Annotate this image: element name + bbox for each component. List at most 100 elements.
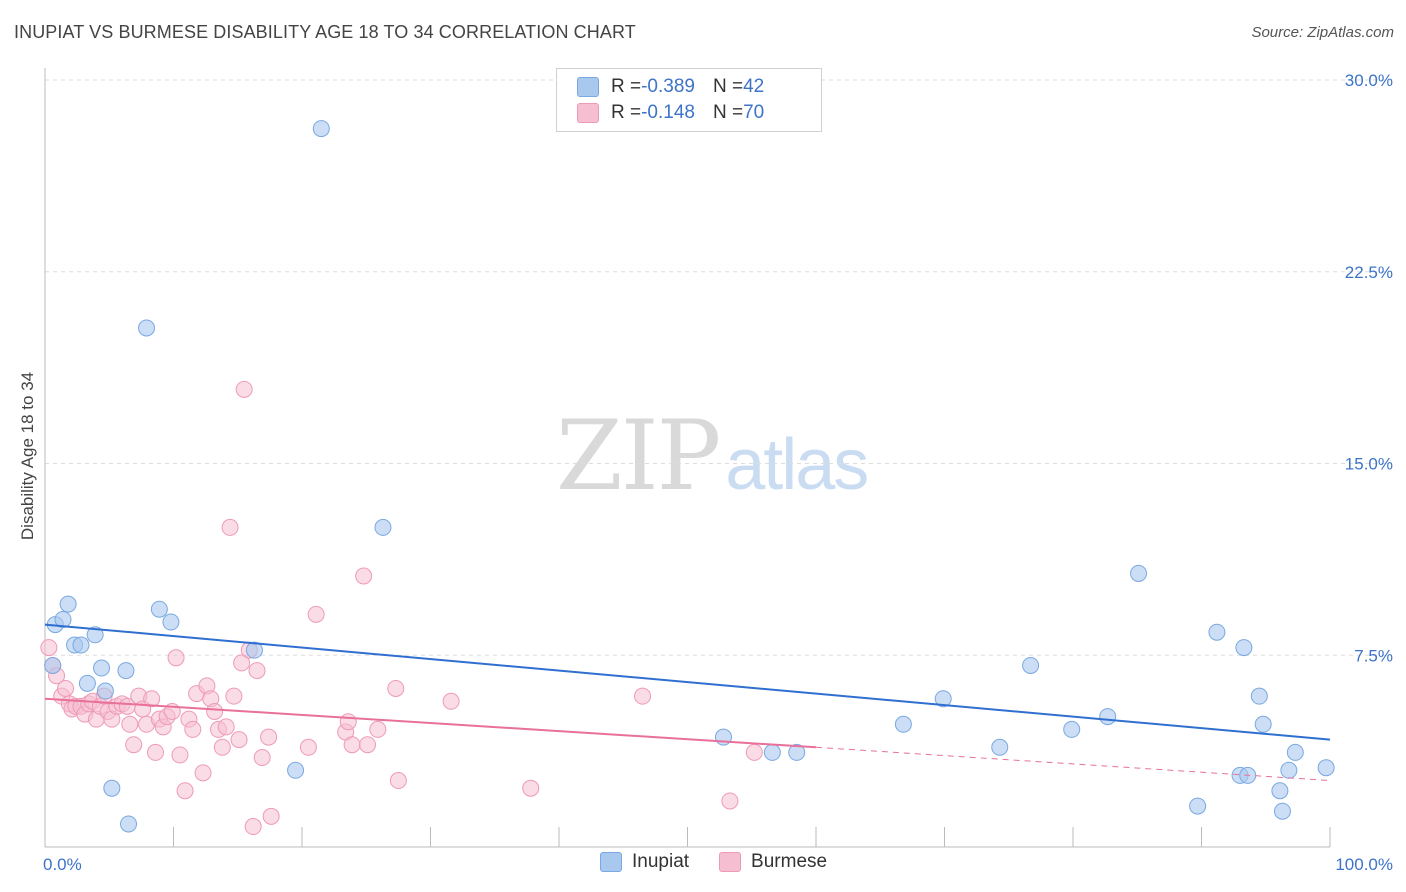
inupiat-point <box>103 779 121 797</box>
inupiat-points <box>44 120 1335 833</box>
burmese-point <box>230 731 248 749</box>
inupiat-point <box>1063 720 1081 738</box>
burmese-point <box>262 807 280 825</box>
inupiat-point <box>150 600 168 618</box>
burmese-points <box>40 380 763 836</box>
burmese-point <box>389 772 407 790</box>
trend-layer <box>44 623 1331 782</box>
watermark-atlas: atlas <box>725 425 869 505</box>
burmese-point <box>217 718 235 736</box>
inupiat-point <box>93 659 111 677</box>
burmese-point <box>299 738 317 756</box>
inupiat-point <box>1317 759 1335 777</box>
burmese-point <box>343 736 361 754</box>
inupiat-point <box>1130 564 1148 582</box>
burmese-point <box>359 736 377 754</box>
grid-layer <box>45 79 1392 656</box>
burmese-point <box>125 736 143 754</box>
inupiat-point <box>1271 782 1289 800</box>
inupiat-point <box>374 518 392 536</box>
legend-n-value: 42 <box>743 76 765 97</box>
inupiat-point <box>991 738 1009 756</box>
burmese-point <box>184 720 202 738</box>
legend-r-value: -0.148 <box>641 102 695 123</box>
inupiat-point <box>162 613 180 631</box>
inupiat-point <box>1022 656 1040 674</box>
burmese-point <box>176 782 194 800</box>
x-tick-label: 0.0% <box>43 855 82 874</box>
legend-row-burmese: R = -0.148 N = 70 <box>577 101 764 125</box>
burmese-point <box>121 715 139 733</box>
burmese-trend-extension <box>815 746 1331 782</box>
burmese-point <box>387 679 405 697</box>
y-tick-label: 22.5% <box>1345 263 1393 282</box>
inupiat-point <box>1208 623 1226 641</box>
burmese-point <box>522 779 540 797</box>
inupiat-point <box>934 690 952 708</box>
inupiat-point <box>1286 743 1304 761</box>
legend-n-value: 70 <box>743 102 765 123</box>
burmese-trend-line <box>44 697 817 749</box>
inupiat-point <box>1189 797 1207 815</box>
series-label-burmese: Burmese <box>751 851 828 872</box>
burmese-point <box>194 764 212 782</box>
burmese-point <box>244 818 262 836</box>
inupiat-point <box>59 595 77 613</box>
y-tick-label: 30.0% <box>1345 71 1393 90</box>
inupiat-point <box>138 319 156 337</box>
burmese-point <box>213 738 231 756</box>
watermark-zip: ZIP <box>556 400 721 512</box>
burmese-point <box>248 662 266 680</box>
burmese-point <box>221 518 239 536</box>
series-swatch-inupiat <box>600 852 622 872</box>
y-tick-label: 15.0% <box>1345 455 1393 474</box>
burmese-point <box>634 687 652 705</box>
burmese-point <box>235 380 253 398</box>
source-label: Source: ZipAtlas.com <box>1251 24 1394 41</box>
legend-r-label: R = <box>611 76 642 97</box>
burmese-point <box>355 567 373 585</box>
burmese-point <box>167 649 185 667</box>
inupiat-point <box>1280 761 1298 779</box>
inupiat-point <box>312 120 330 138</box>
inupiat-point <box>1254 715 1272 733</box>
burmese-point <box>171 746 189 764</box>
inupiat-point <box>72 636 90 654</box>
chart-title: INUPIAT VS BURMESE DISABILITY AGE 18 TO … <box>14 22 636 42</box>
inupiat-point <box>1250 687 1268 705</box>
burmese-point <box>745 743 763 761</box>
burmese-point <box>307 605 325 623</box>
legend-row-inupiat: R = -0.389 N = 42 <box>577 75 764 99</box>
series-legend: Inupiat Burmese <box>600 851 857 873</box>
inupiat-point <box>788 743 806 761</box>
inupiat-point <box>1273 802 1291 820</box>
inupiat-point <box>117 662 135 680</box>
legend-swatch-burmese <box>577 103 599 123</box>
burmese-point <box>260 728 278 746</box>
burmese-point <box>253 749 271 767</box>
burmese-point <box>233 654 251 672</box>
inupiat-point <box>1099 708 1117 726</box>
burmese-point <box>225 687 243 705</box>
inupiat-point <box>120 815 138 833</box>
axis-layer <box>44 68 1331 848</box>
burmese-point <box>721 792 739 810</box>
burmese-point <box>442 692 460 710</box>
inupiat-point <box>763 743 781 761</box>
inupiat-point <box>894 715 912 733</box>
inupiat-trend-line <box>44 623 1331 741</box>
x-tick-label: 100.0% <box>1335 855 1393 874</box>
y-tick-label: 7.5% <box>1354 646 1393 665</box>
inupiat-point <box>44 656 62 674</box>
legend-swatch-inupiat <box>577 77 599 97</box>
burmese-point <box>143 690 161 708</box>
series-legend-burmese[interactable]: Burmese <box>719 851 827 873</box>
inupiat-point <box>287 761 305 779</box>
legend-r-value: -0.389 <box>641 76 695 97</box>
burmese-point <box>147 743 165 761</box>
inupiat-point <box>1235 639 1253 657</box>
series-swatch-burmese <box>719 852 742 872</box>
series-legend-inupiat[interactable]: Inupiat <box>600 851 689 873</box>
legend-r-label: R = <box>611 102 642 123</box>
